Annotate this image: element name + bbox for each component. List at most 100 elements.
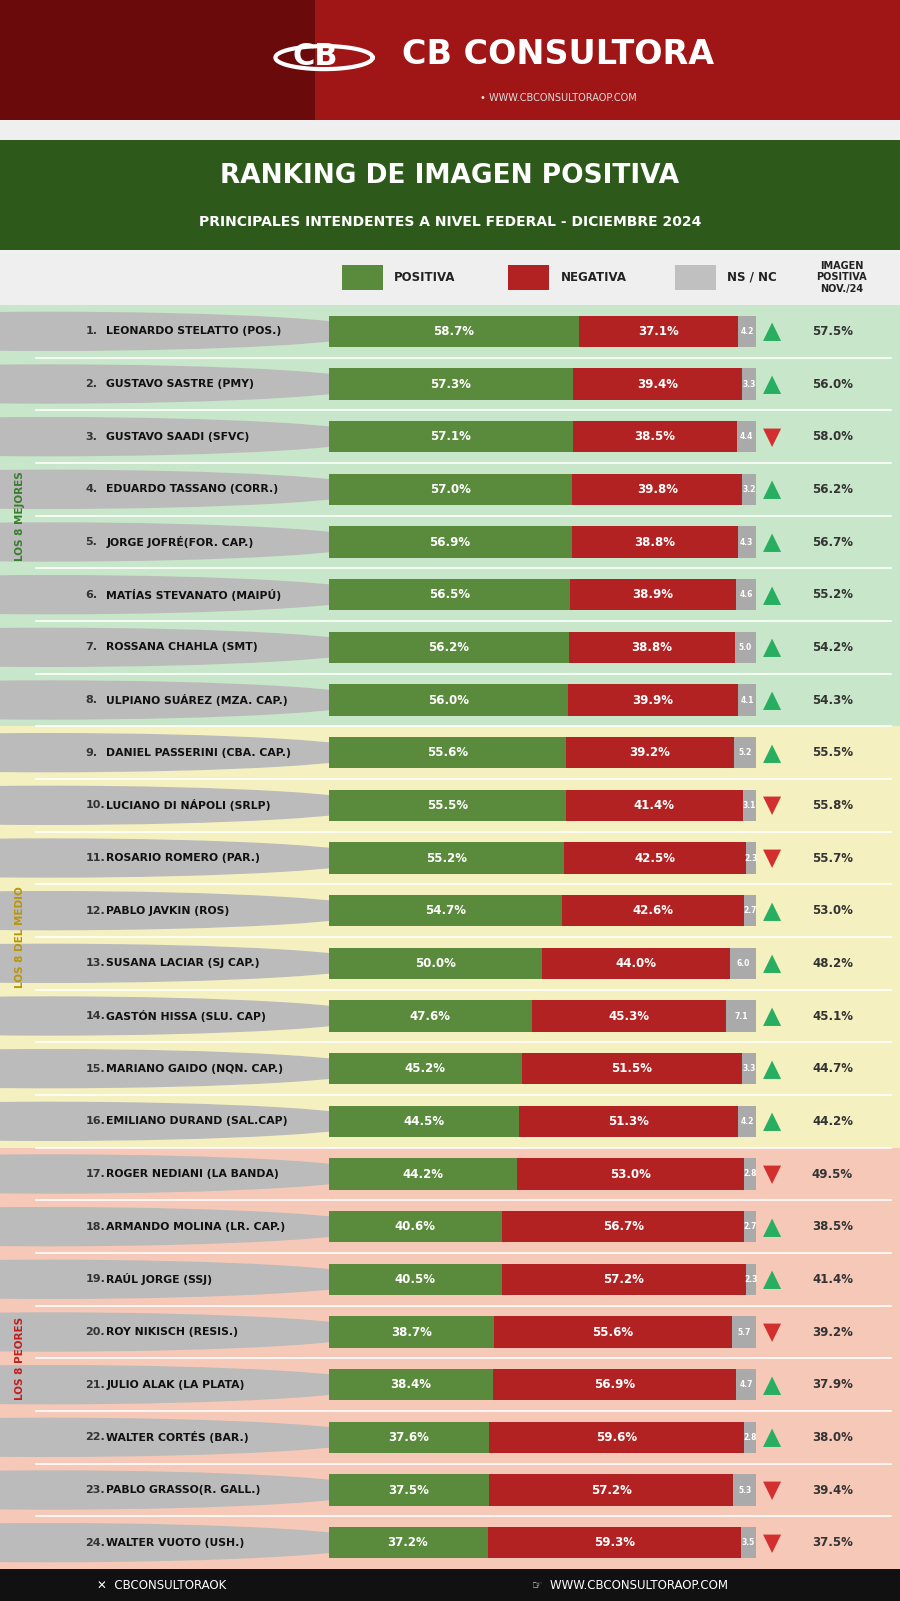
Bar (736, 1369, 756, 1401)
Text: EMILIANO DURAND (SAL.CAP): EMILIANO DURAND (SAL.CAP) (106, 1116, 288, 1127)
Text: 37.2%: 37.2% (388, 1537, 428, 1550)
Text: 2.: 2. (86, 379, 97, 389)
Text: GUSTAVO SASTRE (PMY): GUSTAVO SASTRE (PMY) (106, 379, 254, 389)
Circle shape (0, 839, 374, 877)
Text: 8.: 8. (86, 695, 97, 704)
Text: 4.6: 4.6 (740, 591, 753, 599)
Text: 56.2%: 56.2% (428, 640, 469, 653)
Text: 22.: 22. (86, 1433, 105, 1443)
Text: ▲: ▲ (763, 951, 781, 975)
Bar (328, 1106, 518, 1137)
Text: LOS 8 DEL MEDIO: LOS 8 DEL MEDIO (14, 885, 25, 988)
Text: 38.8%: 38.8% (631, 640, 672, 653)
Text: 57.0%: 57.0% (430, 484, 471, 496)
Text: 4.: 4. (86, 485, 97, 495)
Text: ▼: ▼ (763, 794, 781, 818)
Text: 56.2%: 56.2% (812, 484, 853, 496)
Text: 38.5%: 38.5% (812, 1220, 853, 1233)
Text: 2.7: 2.7 (743, 1222, 757, 1231)
Text: ▲: ▲ (763, 530, 781, 554)
Text: 51.5%: 51.5% (611, 1061, 652, 1076)
Bar (328, 1001, 532, 1031)
Text: ▼: ▼ (763, 1162, 781, 1186)
Text: ▲: ▲ (763, 1425, 781, 1449)
Text: 5.: 5. (86, 536, 97, 548)
Bar (573, 368, 742, 400)
Text: RAÚL JORGE (SSJ): RAÚL JORGE (SSJ) (106, 1273, 212, 1286)
Text: 38.0%: 38.0% (812, 1431, 853, 1444)
Bar (675, 266, 716, 290)
Circle shape (0, 1050, 374, 1087)
Text: ▲: ▲ (763, 636, 781, 660)
Text: 58.0%: 58.0% (812, 431, 853, 443)
Circle shape (0, 1524, 374, 1561)
Text: 56.9%: 56.9% (429, 535, 471, 549)
Text: GUSTAVO SAADI (SFVC): GUSTAVO SAADI (SFVC) (106, 432, 249, 442)
Text: 1.: 1. (86, 327, 97, 336)
Text: 55.5%: 55.5% (812, 746, 853, 759)
Bar (328, 1263, 501, 1295)
Bar (572, 474, 742, 506)
Text: 50.0%: 50.0% (415, 957, 455, 970)
Text: IMAGEN
POSITIVA
NOV./24: IMAGEN POSITIVA NOV./24 (816, 261, 867, 295)
Text: NS / NC: NS / NC (727, 271, 777, 283)
Text: ROGER NEDIANI (LA BANDA): ROGER NEDIANI (LA BANDA) (106, 1169, 279, 1178)
Text: 2.3: 2.3 (744, 853, 758, 863)
Text: 55.2%: 55.2% (812, 588, 853, 600)
Text: 5.3: 5.3 (738, 1486, 752, 1494)
Text: 55.8%: 55.8% (812, 799, 853, 812)
Text: 13.: 13. (86, 959, 105, 969)
Bar (0, 1148, 900, 1569)
Circle shape (0, 1366, 374, 1404)
Text: LOS 8 MEJORES: LOS 8 MEJORES (14, 471, 25, 560)
Text: PRINCIPALES INTENDENTES A NIVEL FEDERAL - DICIEMBRE 2024: PRINCIPALES INTENDENTES A NIVEL FEDERAL … (199, 216, 701, 229)
Text: 45.1%: 45.1% (812, 1010, 853, 1023)
Text: 23.: 23. (86, 1486, 105, 1495)
Text: ▼: ▼ (763, 1531, 781, 1555)
Text: 56.0%: 56.0% (812, 378, 853, 391)
Text: 5.7: 5.7 (737, 1327, 751, 1337)
Text: ▼: ▼ (763, 1478, 781, 1502)
Text: 11.: 11. (86, 853, 105, 863)
Text: 17.: 17. (86, 1169, 105, 1178)
Bar (328, 474, 572, 506)
Text: 15.: 15. (86, 1063, 105, 1074)
Text: 51.3%: 51.3% (608, 1114, 649, 1127)
Bar (328, 1475, 489, 1507)
Text: EDUARDO TASSANO (CORR.): EDUARDO TASSANO (CORR.) (106, 485, 278, 495)
Text: 4.4: 4.4 (740, 432, 753, 442)
Text: ROSARIO ROMERO (PAR.): ROSARIO ROMERO (PAR.) (106, 853, 260, 863)
Text: 2.7: 2.7 (743, 906, 757, 916)
Bar (494, 1316, 732, 1348)
Text: JORGE JOFRÉ(FOR. CAP.): JORGE JOFRÉ(FOR. CAP.) (106, 536, 254, 548)
Text: 57.2%: 57.2% (604, 1273, 644, 1286)
Bar (742, 789, 756, 821)
Circle shape (0, 945, 374, 983)
Circle shape (0, 733, 374, 772)
Text: ☞  WWW.CBCONSULTORAOP.COM: ☞ WWW.CBCONSULTORAOP.COM (532, 1579, 728, 1591)
Text: 14.: 14. (86, 1010, 105, 1021)
Text: 44.0%: 44.0% (616, 957, 657, 970)
Text: ▲: ▲ (763, 583, 781, 607)
Text: POSITIVA: POSITIVA (394, 271, 455, 283)
Bar (737, 421, 756, 453)
Text: 3.2: 3.2 (742, 485, 756, 493)
Text: ▲: ▲ (763, 371, 781, 395)
Bar (731, 948, 756, 980)
Bar (522, 1053, 742, 1084)
Bar (562, 895, 744, 927)
Bar (734, 1475, 756, 1507)
Bar (741, 1527, 756, 1558)
Text: 47.6%: 47.6% (410, 1010, 451, 1023)
Text: 57.2%: 57.2% (590, 1484, 632, 1497)
Text: ▲: ▲ (763, 1215, 781, 1239)
Text: 57.5%: 57.5% (812, 325, 853, 338)
Bar (742, 474, 756, 506)
Bar (732, 1316, 756, 1348)
Text: JULIO ALAK (LA PLATA): JULIO ALAK (LA PLATA) (106, 1380, 245, 1390)
Circle shape (0, 1207, 374, 1246)
Text: 40.5%: 40.5% (394, 1273, 436, 1286)
Text: WALTER CORTÉS (BAR.): WALTER CORTÉS (BAR.) (106, 1431, 248, 1444)
Text: 37.6%: 37.6% (389, 1431, 429, 1444)
Text: ▼: ▼ (763, 424, 781, 448)
